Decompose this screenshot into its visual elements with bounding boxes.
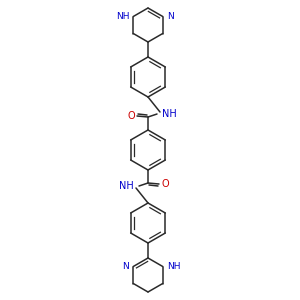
Text: NH: NH [116, 12, 129, 21]
Text: NH: NH [167, 262, 180, 271]
Text: O: O [128, 111, 135, 121]
Text: O: O [161, 179, 169, 189]
Text: N: N [122, 262, 129, 271]
Text: NH: NH [162, 109, 177, 119]
Text: NH: NH [119, 181, 134, 191]
Text: N: N [167, 12, 173, 21]
